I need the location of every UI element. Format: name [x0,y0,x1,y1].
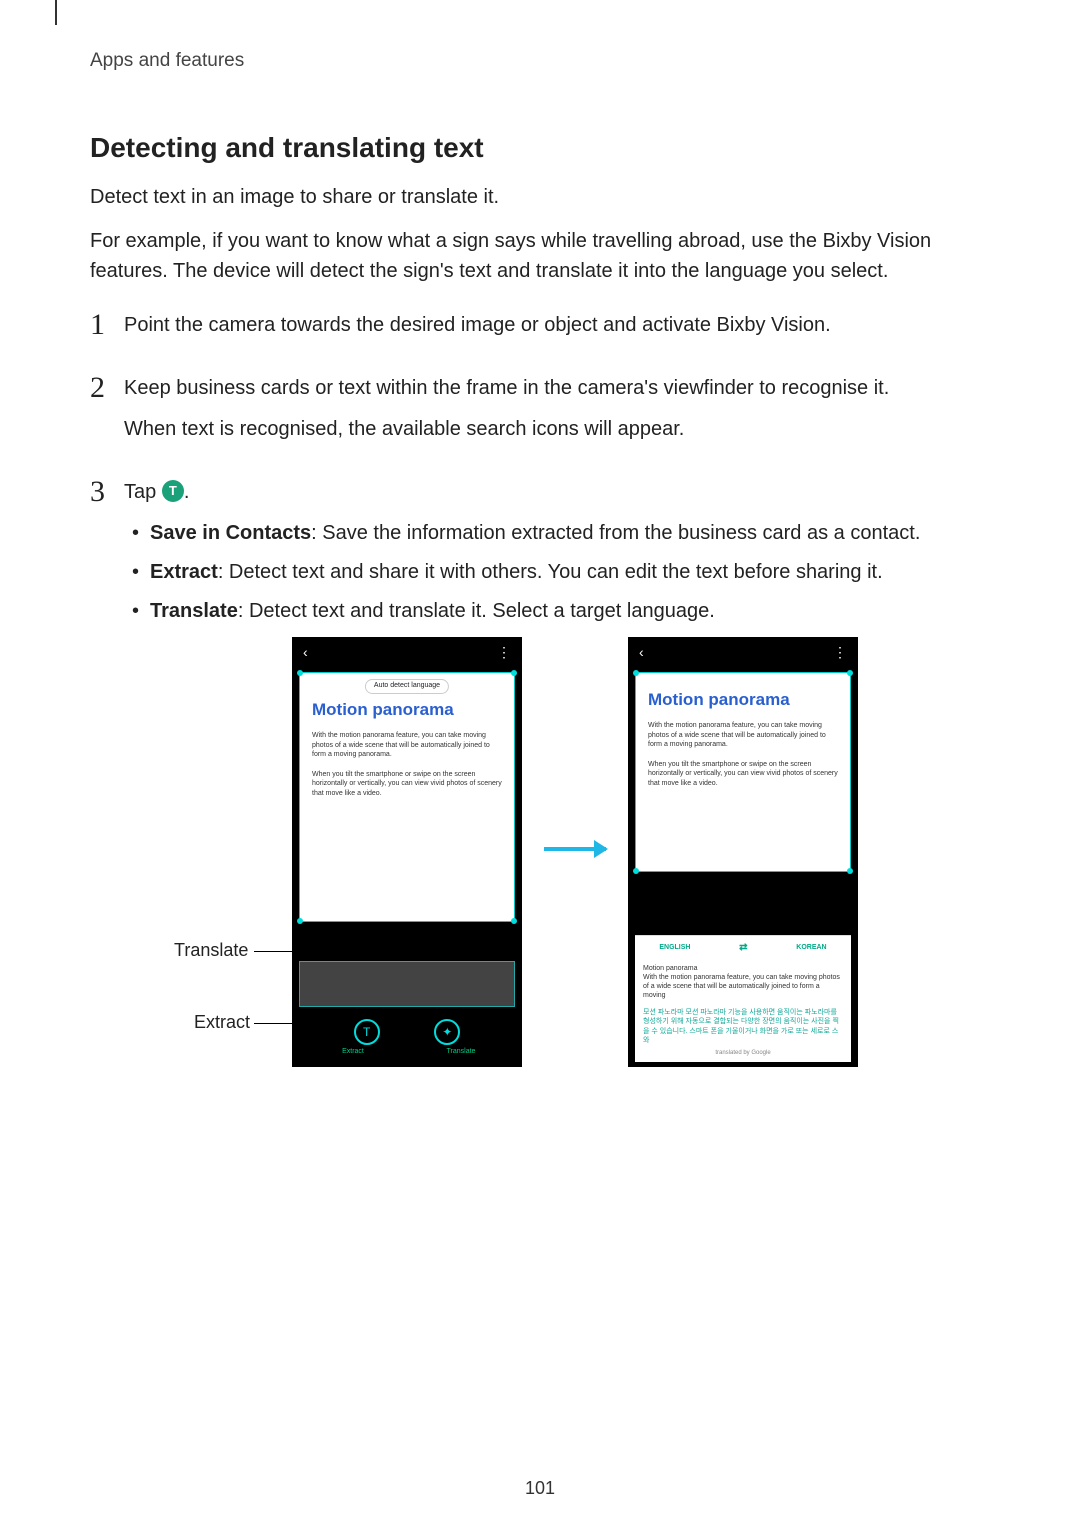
step-number: 2 [90,373,124,403]
translation-target-text: 모션 파노라마 모션 파노라마 기능을 사용하면 움직이는 파노라마를 형성하기… [635,1004,851,1046]
sample-title: Motion panorama [636,673,850,719]
sample-paragraph: With the motion panorama feature, you ca… [636,719,850,751]
corner-icon [847,670,853,676]
bullet-item: Save in Contacts: Save the information e… [128,518,990,549]
phone-screenshot-right: ‹ ⋮ Motion panorama With the motion pano… [628,637,858,1067]
auto-detect-chip[interactable]: Auto detect language [365,679,449,694]
sample-paragraph: With the motion panorama feature, you ca… [300,729,514,761]
step-1: 1 Point the camera towards the desired i… [90,310,990,351]
corner-icon [511,918,517,924]
corner-icon [511,670,517,676]
corner-icon [297,918,303,924]
callout-extract: Extract [194,1009,250,1037]
translation-source-text: Motion panorama With the motion panorama… [635,960,851,1004]
bullet-rest: : Detect text and translate it. Select a… [238,600,715,622]
phone-screenshot-left: ‹ ⋮ Auto detect language Motion panorama… [292,637,522,1067]
callout-label: Translate [174,940,248,960]
step-number: 3 [90,477,124,507]
intro-paragraph-2: For example, if you want to know what a … [90,226,990,286]
target-language[interactable]: KOREAN [796,943,826,954]
sample-paragraph: When you tilt the smartphone or swipe on… [636,758,850,790]
more-icon[interactable]: ⋮ [833,642,847,664]
callout-line [254,951,364,952]
bullet-bold: Translate [150,600,238,622]
corner-icon [297,670,303,676]
sample-paragraph: When you tilt the smartphone or swipe on… [300,768,514,800]
trans-en-title: Motion panorama [643,964,843,973]
step-text: When text is recognised, the available s… [124,414,990,445]
phone-bottom: T ✦ Extract Translate [299,961,515,1058]
section-title: Detecting and translating text [90,132,990,164]
tap-prefix: Tap [124,481,162,503]
step-number: 1 [90,310,124,340]
translation-panel: ENGLISH ⇄ KOREAN Motion panorama With th… [635,935,851,1062]
bullet-list: Save in Contacts: Save the information e… [124,518,990,627]
step-2: 2 Keep business cards or text within the… [90,373,990,455]
tap-suffix: . [184,481,190,503]
callout-line [254,1023,350,1024]
translate-button[interactable]: ✦ [434,1019,460,1045]
bullet-bold: Save in Contacts [150,522,311,544]
bullet-item: Translate: Detect text and translate it.… [128,596,990,627]
translate-label: Translate [407,1047,515,1058]
grey-panel [299,961,515,1007]
phone-topbar: ‹ ⋮ [629,638,857,668]
bullet-rest: : Save the information extracted from th… [311,522,920,544]
back-icon[interactable]: ‹ [303,642,308,664]
trans-en-body: With the motion panorama feature, you ca… [643,973,843,1000]
action-row: T ✦ [299,1013,515,1047]
extract-label: Extract [299,1047,407,1058]
callout-translate: Translate [174,937,248,965]
viewfinder-frame: Auto detect language Motion panorama Wit… [299,672,515,922]
phone-topbar: ‹ ⋮ [293,638,521,668]
steps-list: 1 Point the camera towards the desired i… [90,310,990,1097]
back-icon[interactable]: ‹ [639,642,644,664]
translated-by-label: translated by Google [635,1047,851,1062]
arrow-icon [544,847,606,851]
viewfinder-frame: Motion panorama With the motion panorama… [635,672,851,872]
source-language[interactable]: ENGLISH [659,943,690,954]
bullet-item: Extract: Detect text and share it with o… [128,557,990,588]
swap-icon[interactable]: ⇄ [739,940,747,956]
step-3: 3 Tap T. Save in Contacts: Save the info… [90,477,990,1097]
intro-paragraph-1: Detect text in an image to share or tran… [90,182,990,212]
step-text: Keep business cards or text within the f… [124,373,990,404]
corner-icon [633,868,639,874]
step-body: Keep business cards or text within the f… [124,373,990,455]
bullet-rest: : Detect text and share it with others. … [218,561,883,583]
figure-area: ‹ ⋮ Auto detect language Motion panorama… [124,637,990,1097]
corner-icon [847,868,853,874]
chapter-label: Apps and features [90,50,990,72]
language-row: ENGLISH ⇄ KOREAN [635,935,851,960]
more-icon[interactable]: ⋮ [497,642,511,664]
corner-icon [633,670,639,676]
step-text: Point the camera towards the desired ima… [124,310,990,341]
extract-button[interactable]: T [354,1019,380,1045]
page-number: 101 [525,1478,555,1499]
step-text: Tap T. [124,477,990,508]
side-rule [55,0,57,25]
step-body: Tap T. Save in Contacts: Save the inform… [124,477,990,1097]
step-body: Point the camera towards the desired ima… [124,310,990,351]
callout-label: Extract [194,1012,250,1032]
action-labels: Extract Translate [299,1047,515,1058]
bullet-bold: Extract [150,561,218,583]
t-icon: T [162,480,184,502]
